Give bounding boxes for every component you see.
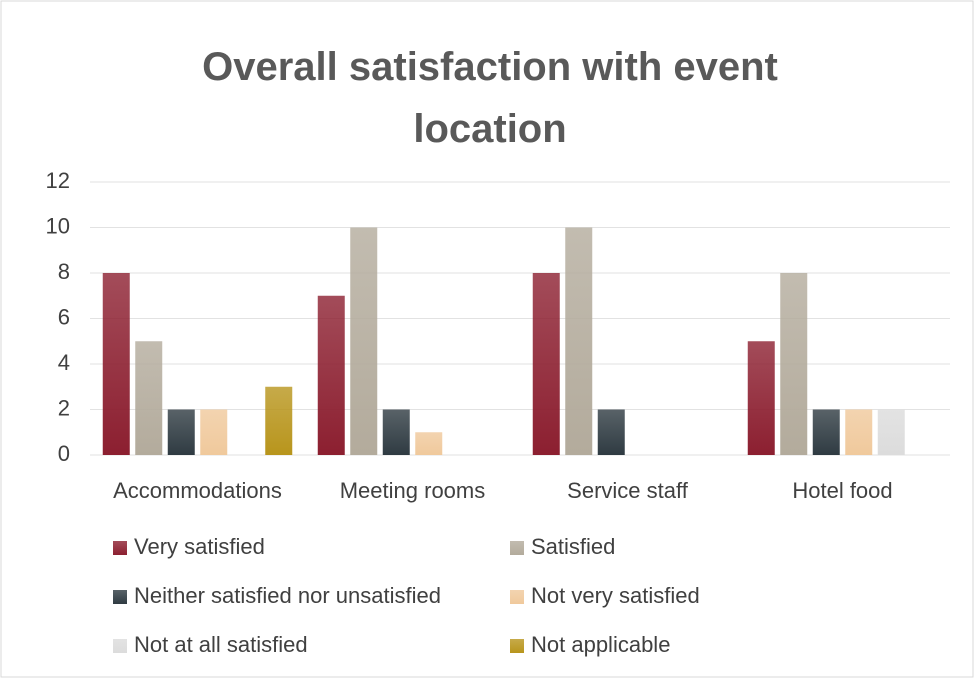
- x-tick-label: Accommodations: [113, 478, 282, 503]
- bar: [382, 409, 410, 455]
- bar: [200, 409, 228, 455]
- y-tick-label: 0: [58, 441, 70, 466]
- legend-swatch: [510, 639, 524, 653]
- x-tick-label: Meeting rooms: [340, 478, 486, 503]
- y-tick-label: 12: [46, 168, 70, 193]
- legend-swatch: [113, 541, 127, 555]
- legend-swatch: [510, 541, 524, 555]
- bar: [102, 273, 130, 455]
- legend-label: Very satisfied: [134, 534, 265, 559]
- bar: [747, 341, 775, 455]
- bar: [812, 409, 840, 455]
- bar: [845, 409, 873, 455]
- legend-label: Neither satisfied nor unsatisfied: [134, 583, 441, 608]
- legend-label: Not applicable: [531, 632, 670, 657]
- y-tick-label: 8: [58, 259, 70, 284]
- bar: [597, 409, 625, 455]
- bar: [780, 273, 808, 455]
- legend-swatch: [113, 639, 127, 653]
- x-tick-label: Service staff: [567, 478, 689, 503]
- bar: [350, 227, 378, 455]
- bar: [877, 409, 905, 455]
- chart-title: Overall satisfaction with event location: [202, 45, 778, 151]
- x-tick-label: Hotel food: [792, 478, 892, 503]
- y-tick-label: 10: [46, 213, 70, 238]
- y-tick-label: 4: [58, 350, 70, 375]
- y-tick-label: 6: [58, 304, 70, 329]
- legend-label: Not at all satisfied: [134, 632, 308, 657]
- legend-label: Not very satisfied: [531, 583, 700, 608]
- bar: [135, 341, 163, 455]
- bar: [565, 227, 593, 455]
- bar: [167, 409, 195, 455]
- bar: [415, 432, 443, 455]
- bar: [265, 386, 293, 455]
- y-tick-label: 2: [58, 395, 70, 420]
- legend-swatch: [113, 590, 127, 604]
- bar: [317, 295, 345, 455]
- legend-swatch: [510, 590, 524, 604]
- bar: [532, 273, 560, 455]
- legend-label: Satisfied: [531, 534, 615, 559]
